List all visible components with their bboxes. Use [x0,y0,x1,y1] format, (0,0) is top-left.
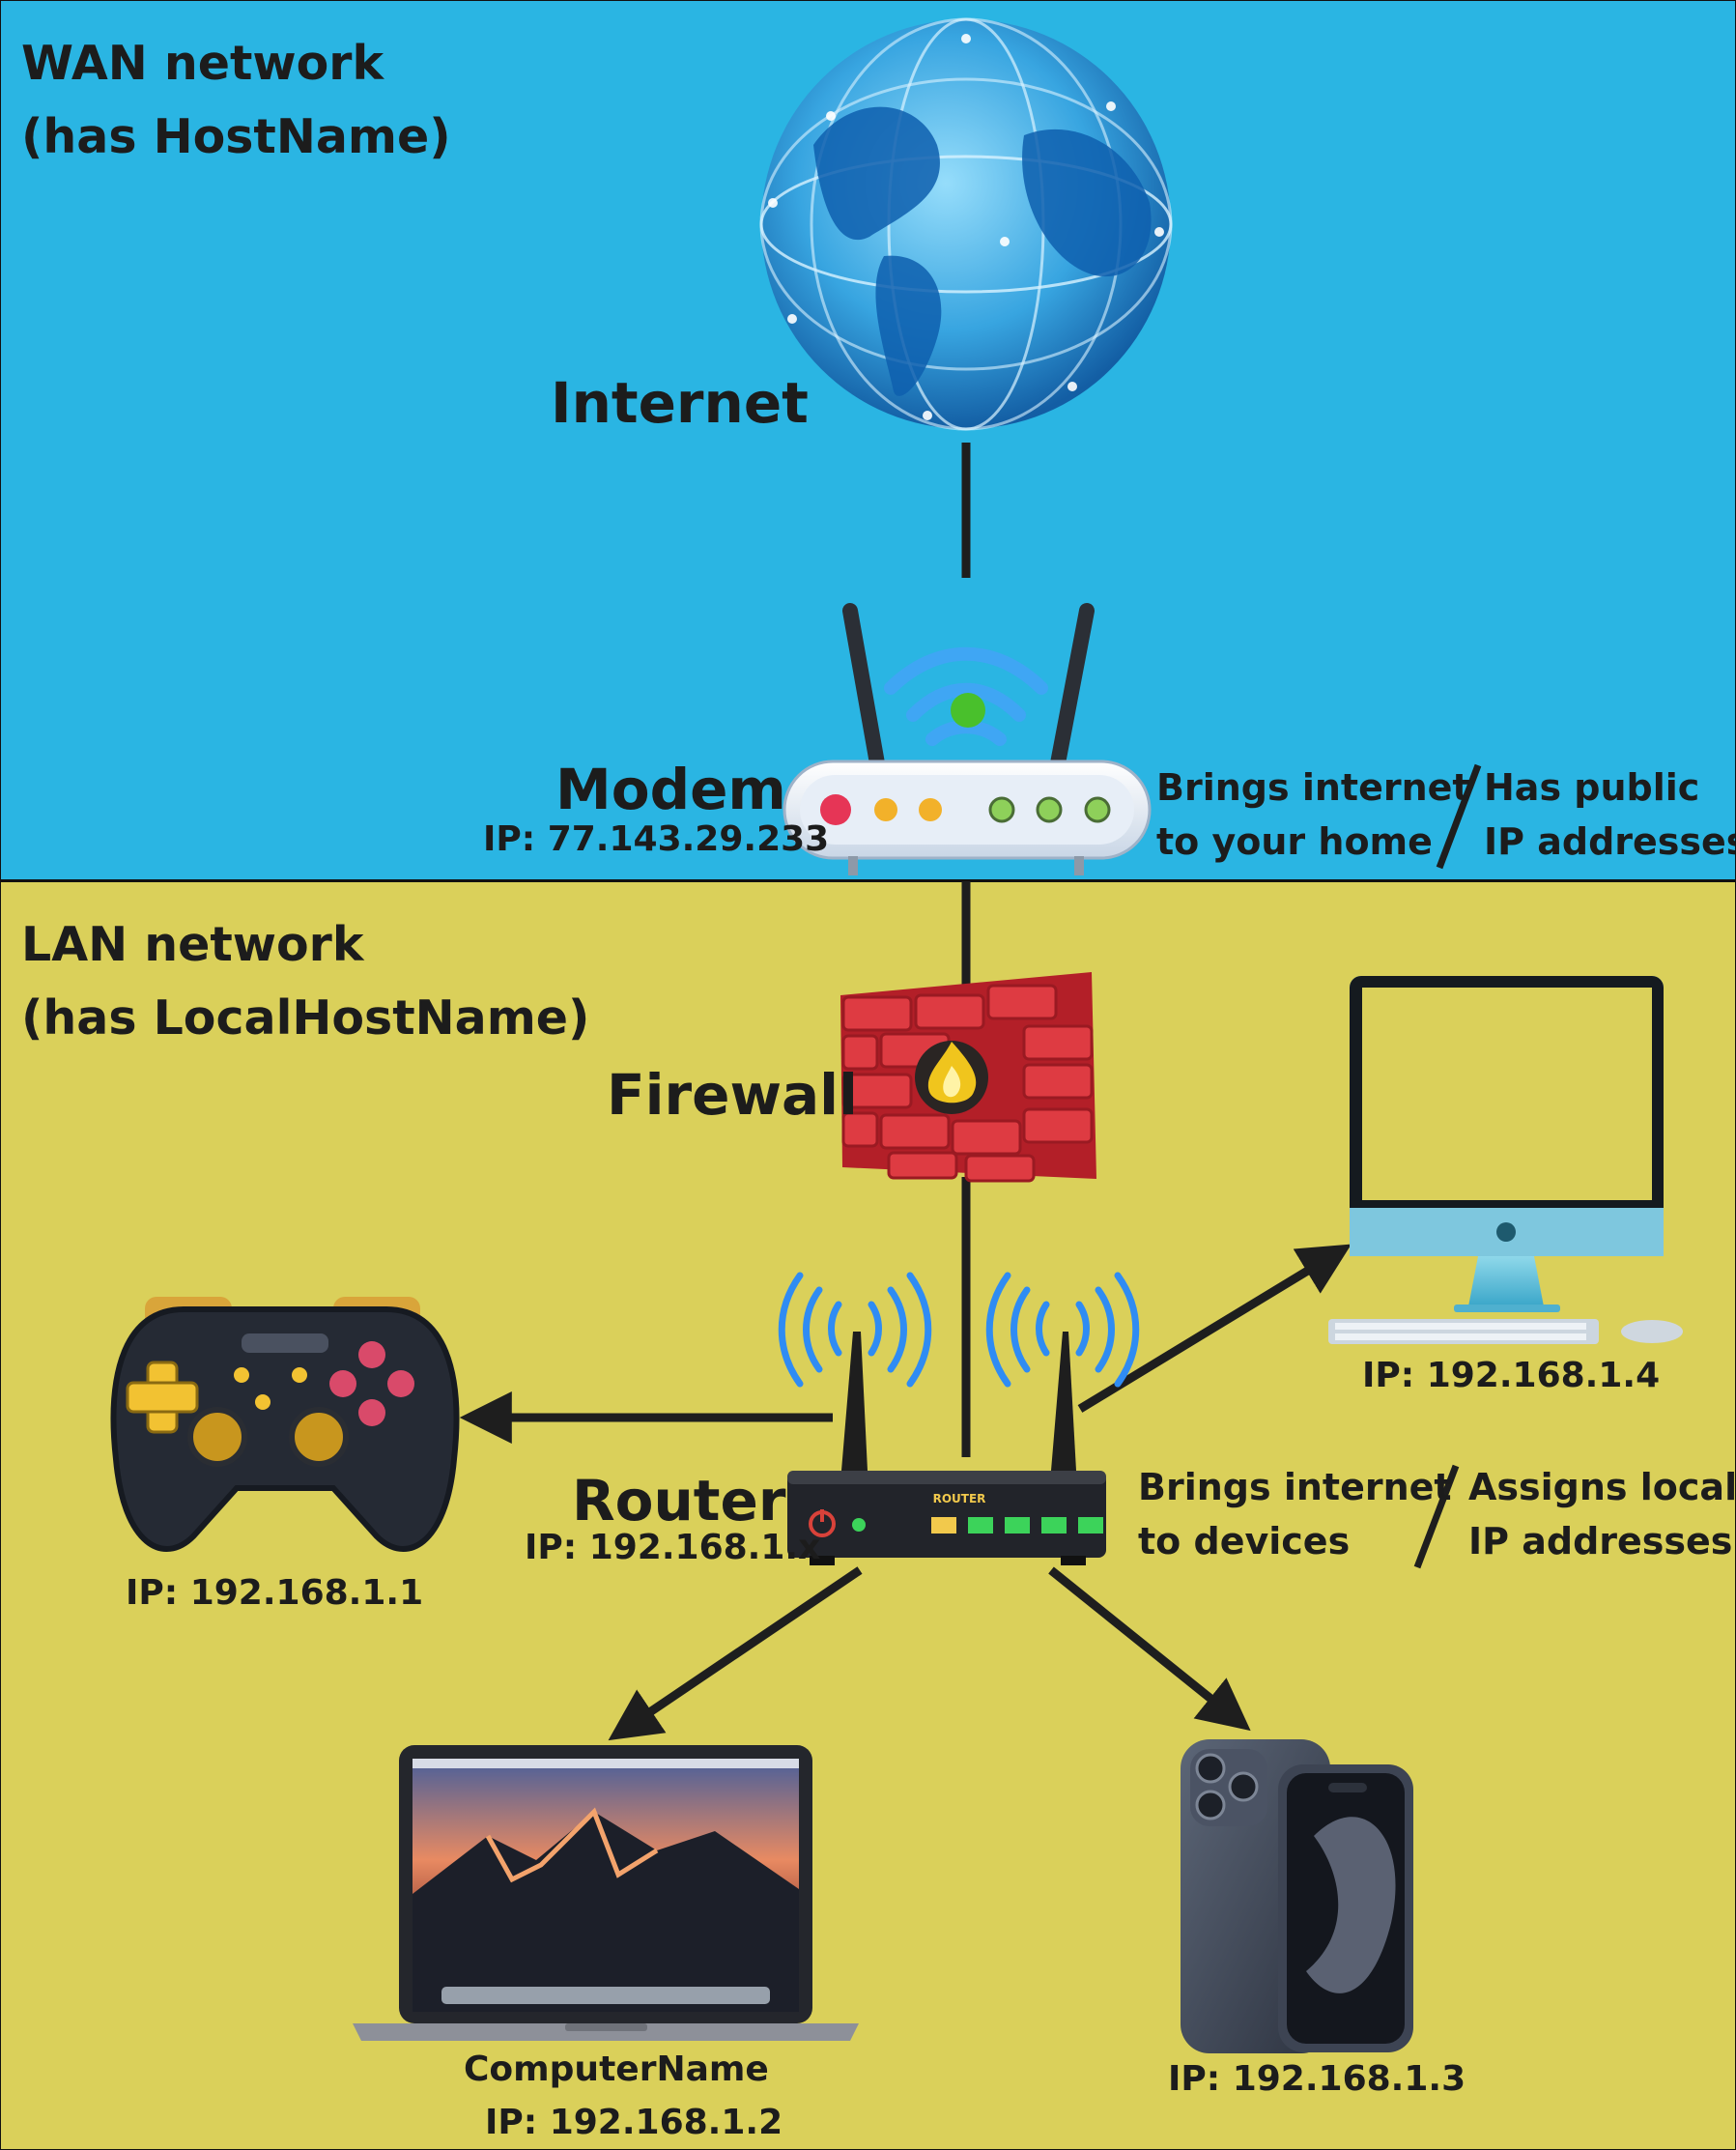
lan-zone-title: LAN network (has LocalHostName) [21,908,589,1055]
router-desc-separator [1413,1464,1460,1569]
router-desc-left-line1: Brings internet [1138,1466,1452,1508]
router-desc-left-line2: to devices [1138,1520,1351,1562]
laptop-ip: IP: 192.168.1.2 [485,2103,783,2142]
wan-zone-title: WAN network (has HostName) [21,27,451,174]
arrow-router-laptop [608,1566,863,1741]
router-desc-right: Assigns local IP addresses [1468,1460,1736,1568]
wifi-signal-icon [778,1272,1140,1388]
laptop-icon [353,1745,859,2041]
internet-label: Internet [551,370,809,436]
modem-desc-left: Brings internet to your home [1156,760,1470,869]
wan-title-line1: WAN network [21,36,384,91]
phone-icon [1181,1739,1413,2053]
modem-label: Modem [555,757,786,822]
modem-desc-left-line1: Brings internet [1156,766,1470,809]
firewall-label: Firewall [607,1062,858,1128]
modem-desc-right-line1: Has public [1484,766,1700,809]
router-device-text: ROUTER [933,1492,986,1505]
lan-title-line1: LAN network [21,917,364,972]
zone-divider [0,879,1736,882]
modem-icon [783,603,1152,875]
lan-title-line2: (has LocalHostName) [21,990,590,1046]
gamepad-icon [110,1297,460,1552]
modem-ip: IP: 77.143.29.233 [483,819,830,859]
modem-desc-left-line2: to your home [1156,820,1433,863]
imac-ip: IP: 192.168.1.4 [1362,1356,1661,1395]
router-label: Router [572,1468,786,1534]
modem-desc-separator [1436,763,1482,870]
phone-ip: IP: 192.168.1.3 [1168,2059,1466,2099]
laptop-name: ComputerName [464,2050,769,2089]
router-icon: ROUTER [787,1332,1106,1565]
imac-icon [1328,976,1683,1344]
gamepad-ip: IP: 192.168.1.1 [126,1573,424,1613]
router-desc-right-line2: IP addresses [1468,1520,1733,1562]
router-desc-left: Brings internet to devices [1138,1460,1452,1568]
modem-desc-right: Has public IP addresses [1484,760,1736,869]
arrow-router-phone [1048,1566,1251,1732]
router-desc-right-line1: Assigns local [1468,1466,1736,1508]
modem-desc-right-line2: IP addresses [1484,820,1736,863]
arrow-router-imac [1077,1244,1352,1413]
wan-title-line2: (has HostName) [21,109,451,164]
connection-lines [459,443,1352,1741]
firewall-icon [840,972,1096,1183]
globe-icon [759,17,1173,431]
router-ip: IP: 192.168.1.x [525,1528,821,1567]
